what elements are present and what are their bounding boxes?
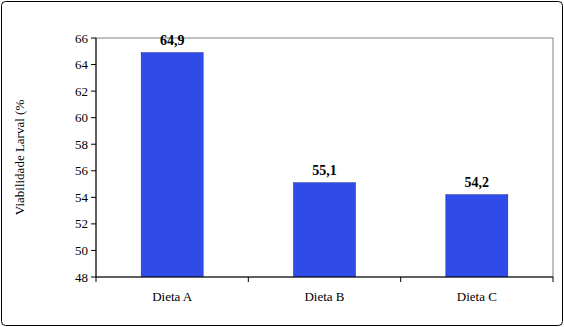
data-label: 55,1 [312,163,337,178]
y-tick [91,64,96,65]
chart-svg: 64,9 55,1 54,2 48 50 52 54 56 58 60 62 64 66 Dieta A D… [0,0,564,327]
y-tick-label: 62 [75,84,88,99]
chart-container: 64,9 55,1 54,2 48 50 52 54 56 58 60 62 64 66 Dieta A D… [0,0,564,327]
y-axis-label: Viabilidade Larval (% [12,100,27,216]
y-tick [91,91,96,92]
y-axis [96,38,97,277]
bars [141,53,508,277]
y-tick-label: 50 [75,243,88,258]
y-tick [91,117,96,118]
x-tick [553,277,554,282]
bar [294,183,356,277]
y-tick-label: 64 [75,57,89,72]
y-tick-label: 66 [75,31,89,46]
x-tick-label: Dieta A [152,289,193,304]
bar [141,53,203,277]
y-tick-label: 54 [75,190,89,205]
x-tick [96,277,97,282]
y-tick [91,197,96,198]
x-tick [248,277,249,282]
data-label: 54,2 [465,175,490,190]
y-tick-label: 58 [75,137,88,152]
y-tick [91,144,96,145]
y-tick [91,250,96,251]
x-axis [96,277,553,278]
x-tick-label: Dieta C [457,289,497,304]
plot-frame [96,38,553,277]
y-tick-label: 52 [75,216,88,231]
y-tick-label: 48 [75,270,88,285]
chart-frame [2,2,563,326]
x-tick-label: Dieta B [304,289,344,304]
y-tick-label: 56 [75,163,89,178]
y-tick [91,277,96,278]
x-tick [400,277,401,282]
y-tick [91,170,96,171]
y-tick [91,223,96,224]
bar [446,195,508,277]
y-tick-label: 60 [75,110,88,125]
y-tick [91,38,96,39]
data-label: 64,9 [160,33,185,48]
